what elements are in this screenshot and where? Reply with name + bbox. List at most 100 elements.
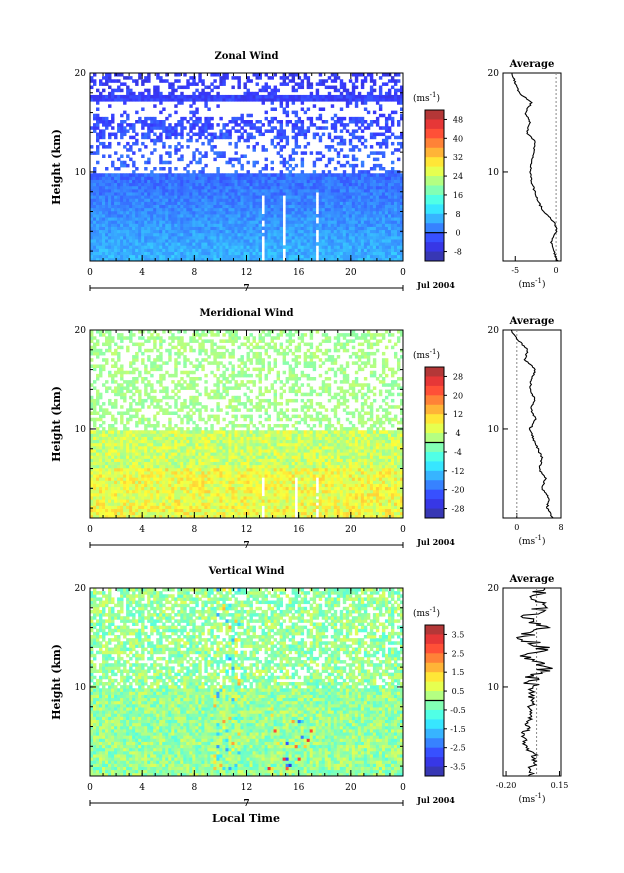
- heatmap-cell: [114, 464, 118, 469]
- heatmap-cell: [384, 201, 389, 205]
- heatmap-cell: [204, 151, 208, 155]
- heatmap-cell: [288, 170, 293, 174]
- heatmap-cell: [96, 442, 100, 447]
- heatmap-cell: [399, 195, 404, 199]
- heatmap-cell: [99, 496, 103, 500]
- heatmap-cell: [348, 116, 353, 121]
- heatmap-cell: [117, 355, 121, 359]
- heatmap-cell: [102, 204, 106, 209]
- heatmap-cell: [120, 464, 124, 469]
- heatmap-cell: [336, 204, 341, 209]
- heatmap-cell: [228, 239, 232, 243]
- heatmap-cell: [102, 486, 106, 491]
- heatmap-cell: [312, 179, 317, 184]
- heatmap-cell: [363, 126, 368, 130]
- heatmap-cell: [279, 220, 284, 224]
- heatmap-cell: [189, 239, 193, 243]
- heatmap-cell: [171, 214, 175, 218]
- heatmap-cell: [114, 151, 118, 155]
- heatmap-cell: [204, 245, 208, 249]
- heatmap-cell: [399, 116, 404, 121]
- heatmap-cell: [93, 217, 97, 221]
- heatmap-cell: [99, 436, 103, 441]
- heatmap-cell: [336, 179, 341, 184]
- heatmap-cell: [132, 408, 136, 412]
- heatmap-cell: [345, 88, 350, 93]
- heatmap-cell: [105, 514, 109, 519]
- heatmap-cell: [354, 204, 359, 209]
- heatmap-cell: [237, 248, 241, 252]
- heatmap-cell: [219, 242, 223, 246]
- heatmap-cell: [243, 195, 247, 199]
- heatmap-cell: [126, 436, 130, 441]
- heatmap-cell: [366, 126, 371, 130]
- heatmap-cell: [390, 116, 395, 121]
- heatmap-cell: [117, 245, 121, 249]
- heatmap-cell: [210, 138, 214, 143]
- heatmap-cell: [300, 192, 305, 196]
- heatmap-cell: [192, 82, 196, 86]
- heatmap-cell: [396, 188, 401, 193]
- heatmap-cell: [294, 254, 299, 259]
- heatmap-cell: [132, 496, 136, 500]
- heatmap-cell: [90, 226, 94, 231]
- heatmap-cell: [138, 257, 142, 262]
- heatmap-cell: [312, 248, 317, 252]
- heatmap-cell: [180, 85, 184, 90]
- heatmap-cell: [105, 242, 109, 246]
- heatmap-cell: [384, 214, 389, 218]
- heatmap-cell: [357, 210, 362, 215]
- heatmap-cell: [369, 242, 374, 246]
- heatmap-cell: [159, 188, 163, 193]
- heatmap-cell: [333, 242, 338, 246]
- heatmap-cell: [99, 79, 103, 83]
- heatmap-cell: [351, 176, 356, 180]
- heatmap-cell: [363, 120, 368, 124]
- heatmap-cell: [387, 214, 392, 218]
- heatmap-cell: [387, 242, 392, 246]
- heatmap-cell: [297, 195, 302, 199]
- heatmap-cell: [183, 85, 187, 90]
- heatmap-cell: [207, 132, 211, 137]
- heatmap-cell: [138, 176, 142, 180]
- heatmap-cell: [243, 85, 247, 90]
- heatmap-cell: [192, 229, 196, 234]
- heatmap-cell: [240, 195, 244, 199]
- heatmap-cell: [204, 185, 208, 190]
- heatmap-cell: [282, 110, 287, 115]
- heatmap-cell: [174, 185, 178, 190]
- heatmap-cell: [312, 245, 317, 249]
- heatmap-cell: [384, 91, 389, 96]
- heatmap-cell: [99, 229, 103, 234]
- heatmap-cell: [240, 251, 244, 256]
- heatmap-cell: [300, 160, 305, 165]
- heatmap-cell: [243, 176, 247, 180]
- heatmap-cell: [99, 461, 103, 466]
- heatmap-cell: [189, 182, 193, 187]
- heatmap-cell: [291, 198, 296, 202]
- heatmap-cell: [123, 254, 127, 259]
- heatmap-cell: [123, 198, 127, 202]
- heatmap-cell: [105, 235, 109, 240]
- heatmap-cell: [189, 123, 193, 127]
- heatmap-cell: [321, 198, 326, 202]
- heatmap-cell: [141, 239, 145, 243]
- heatmap-cell: [303, 188, 308, 193]
- heatmap-cell: [153, 141, 157, 146]
- profile-y-tick-label: 10: [488, 168, 500, 178]
- heatmap-cell: [330, 235, 335, 240]
- heatmap-cell: [183, 204, 187, 209]
- heatmap-cell: [300, 257, 305, 262]
- heatmap-cell: [216, 182, 220, 187]
- heatmap-cell: [219, 185, 223, 190]
- heatmap-cell: [198, 214, 202, 218]
- heatmap-cell: [246, 254, 250, 259]
- heatmap-cell: [105, 210, 109, 215]
- heatmap-cell: [366, 257, 371, 262]
- heatmap-cell: [324, 173, 329, 177]
- heatmap-cell: [339, 82, 344, 86]
- heatmap-cell: [129, 251, 133, 256]
- colorbar-segment: [425, 194, 444, 205]
- heatmap-cell: [255, 214, 259, 218]
- heatmap-cell: [96, 204, 100, 209]
